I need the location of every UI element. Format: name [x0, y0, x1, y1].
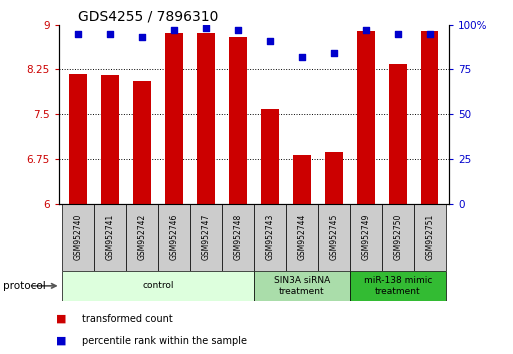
Point [138, 34, 146, 40]
Bar [293, 155, 311, 204]
Bar [357, 31, 374, 204]
Point [106, 31, 114, 36]
Bar [229, 37, 247, 204]
Text: protocol: protocol [3, 281, 45, 291]
FancyBboxPatch shape [158, 204, 190, 271]
Text: GSM952744: GSM952744 [298, 214, 306, 261]
FancyBboxPatch shape [62, 271, 254, 301]
Bar [389, 63, 406, 204]
Point [170, 27, 178, 33]
Text: GSM952745: GSM952745 [329, 214, 339, 261]
FancyBboxPatch shape [350, 271, 446, 301]
Text: GSM952750: GSM952750 [393, 214, 402, 261]
FancyBboxPatch shape [126, 204, 158, 271]
Point [362, 27, 370, 33]
FancyBboxPatch shape [286, 204, 318, 271]
Bar [133, 81, 151, 204]
FancyBboxPatch shape [190, 204, 222, 271]
FancyBboxPatch shape [350, 204, 382, 271]
Bar [325, 152, 343, 204]
Text: transformed count: transformed count [82, 314, 173, 324]
FancyBboxPatch shape [62, 204, 94, 271]
Text: GSM952741: GSM952741 [106, 214, 114, 260]
Point [426, 31, 434, 36]
Text: GSM952743: GSM952743 [265, 214, 274, 261]
Bar [102, 75, 119, 204]
Text: GSM952746: GSM952746 [169, 214, 179, 261]
Text: miR-138 mimic
treatment: miR-138 mimic treatment [364, 276, 432, 296]
Point [202, 25, 210, 31]
Bar [261, 109, 279, 204]
Bar [421, 31, 439, 204]
FancyBboxPatch shape [318, 204, 350, 271]
Text: GSM952749: GSM952749 [361, 214, 370, 261]
FancyBboxPatch shape [413, 204, 446, 271]
FancyBboxPatch shape [254, 204, 286, 271]
Point [266, 38, 274, 44]
Text: ■: ■ [56, 336, 67, 346]
Text: control: control [142, 281, 174, 290]
Text: GSM952740: GSM952740 [74, 214, 83, 261]
Text: ■: ■ [56, 314, 67, 324]
Text: percentile rank within the sample: percentile rank within the sample [82, 336, 247, 346]
FancyBboxPatch shape [382, 204, 413, 271]
Point [74, 31, 82, 36]
Point [393, 31, 402, 36]
Point [298, 54, 306, 60]
Bar [165, 33, 183, 204]
Text: SIN3A siRNA
treatment: SIN3A siRNA treatment [274, 276, 330, 296]
Bar [197, 33, 215, 204]
Point [330, 51, 338, 56]
Text: GSM952747: GSM952747 [202, 214, 210, 261]
Text: GSM952751: GSM952751 [425, 214, 434, 260]
FancyBboxPatch shape [222, 204, 254, 271]
Point [234, 27, 242, 33]
Bar [69, 74, 87, 204]
Text: GDS4255 / 7896310: GDS4255 / 7896310 [78, 10, 219, 24]
Text: GSM952748: GSM952748 [233, 214, 243, 260]
Text: GSM952742: GSM952742 [137, 214, 147, 260]
FancyBboxPatch shape [94, 204, 126, 271]
FancyBboxPatch shape [254, 271, 350, 301]
